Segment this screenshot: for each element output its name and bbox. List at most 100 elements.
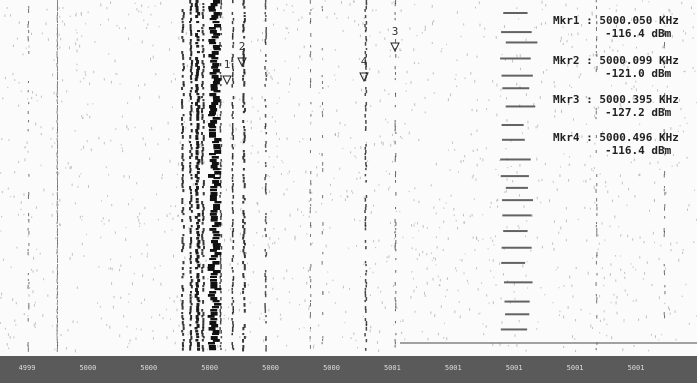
noise-dot xyxy=(75,42,77,46)
signal-streak xyxy=(243,324,246,328)
signal-streak xyxy=(220,186,222,189)
signal-streak xyxy=(56,246,58,249)
noise-dot xyxy=(15,324,17,326)
signal-streak xyxy=(220,318,222,322)
noise-dot xyxy=(334,74,336,76)
signal-streak xyxy=(213,204,221,208)
noise-dot xyxy=(225,188,227,192)
comb-line xyxy=(501,138,525,141)
signal-streak xyxy=(181,162,184,166)
signal-streak xyxy=(195,315,199,319)
signal-streak xyxy=(219,276,222,279)
signal-streak xyxy=(364,105,367,108)
signal-streak xyxy=(231,114,233,117)
noise-dot xyxy=(346,189,348,193)
signal-streak xyxy=(181,168,184,172)
signal-streak xyxy=(364,78,367,82)
signal-streak xyxy=(196,171,200,175)
signal-streak xyxy=(195,0,199,3)
noise-dot xyxy=(643,99,645,102)
noise-dot xyxy=(639,173,641,177)
noise-dot xyxy=(312,346,314,349)
noise-dot xyxy=(53,59,55,61)
noise-dot xyxy=(119,334,121,338)
signal-streak xyxy=(214,171,222,175)
signal-streak xyxy=(210,3,218,7)
signal-streak xyxy=(27,195,29,199)
noise-dot xyxy=(446,337,448,341)
signal-streak xyxy=(663,129,665,132)
signal-streak xyxy=(364,129,367,132)
noise-dot xyxy=(81,242,83,246)
signal-streak xyxy=(201,333,204,337)
signal-streak xyxy=(201,75,204,79)
signal-streak xyxy=(181,27,184,30)
signal-streak xyxy=(219,162,222,166)
noise-dot xyxy=(85,233,87,236)
noise-dot xyxy=(501,321,503,324)
signal-streak xyxy=(194,183,198,186)
signal-streak xyxy=(189,258,192,261)
noise-dot xyxy=(525,274,527,277)
signal-streak xyxy=(195,330,199,333)
noise-dot xyxy=(216,114,218,117)
signal-streak xyxy=(265,216,267,219)
noise-dot xyxy=(288,31,290,34)
signal-streak xyxy=(210,108,218,112)
signal-streak xyxy=(210,186,218,189)
noise-dot xyxy=(303,267,305,269)
signal-streak xyxy=(364,153,366,156)
noise-dot xyxy=(106,323,108,326)
noise-dot xyxy=(495,36,497,39)
noise-dot xyxy=(615,301,617,305)
noise-dot xyxy=(433,19,435,22)
noise-dot xyxy=(246,120,248,123)
noise-dot xyxy=(553,220,555,223)
noise-dot xyxy=(142,274,144,277)
noise-dot xyxy=(292,277,294,280)
noise-dot xyxy=(136,8,138,11)
noise-dot xyxy=(457,227,459,230)
signal-streak xyxy=(364,93,367,96)
noise-dot xyxy=(108,53,110,55)
noise-dot xyxy=(374,189,376,192)
noise-dot xyxy=(90,148,92,152)
signal-streak xyxy=(209,93,217,97)
signal-streak xyxy=(56,111,58,114)
noise-dot xyxy=(1,191,3,194)
signal-streak xyxy=(57,306,58,310)
signal-streak xyxy=(181,123,184,126)
noise-dot xyxy=(601,63,603,65)
noise-dot xyxy=(99,305,101,308)
noise-dot xyxy=(74,349,76,353)
noise-dot xyxy=(667,306,669,309)
signal-streak xyxy=(182,63,185,66)
noise-dot xyxy=(373,239,375,243)
signal-streak xyxy=(201,339,204,342)
signal-streak xyxy=(310,114,312,117)
signal-streak xyxy=(211,225,219,228)
signal-streak xyxy=(56,192,58,196)
noise-dot xyxy=(623,321,625,323)
noise-dot xyxy=(693,241,695,244)
signal-streak xyxy=(57,342,58,346)
signal-streak xyxy=(220,78,223,81)
signal-streak xyxy=(209,348,217,351)
noise-dot xyxy=(385,170,387,172)
signal-streak xyxy=(309,12,311,16)
signal-streak xyxy=(365,39,368,42)
signal-streak xyxy=(242,276,245,279)
signal-streak xyxy=(196,126,200,130)
noise-dot xyxy=(56,172,58,174)
signal-streak xyxy=(663,66,665,69)
noise-dot xyxy=(590,324,592,328)
noise-dot xyxy=(239,336,241,339)
noise-dot xyxy=(326,16,328,19)
signal-streak xyxy=(322,114,324,118)
signal-streak xyxy=(265,339,267,342)
noise-dot xyxy=(139,212,141,215)
signal-streak xyxy=(322,168,324,172)
noise-dot xyxy=(135,328,137,330)
signal-streak xyxy=(265,348,267,352)
noise-dot xyxy=(311,191,313,194)
